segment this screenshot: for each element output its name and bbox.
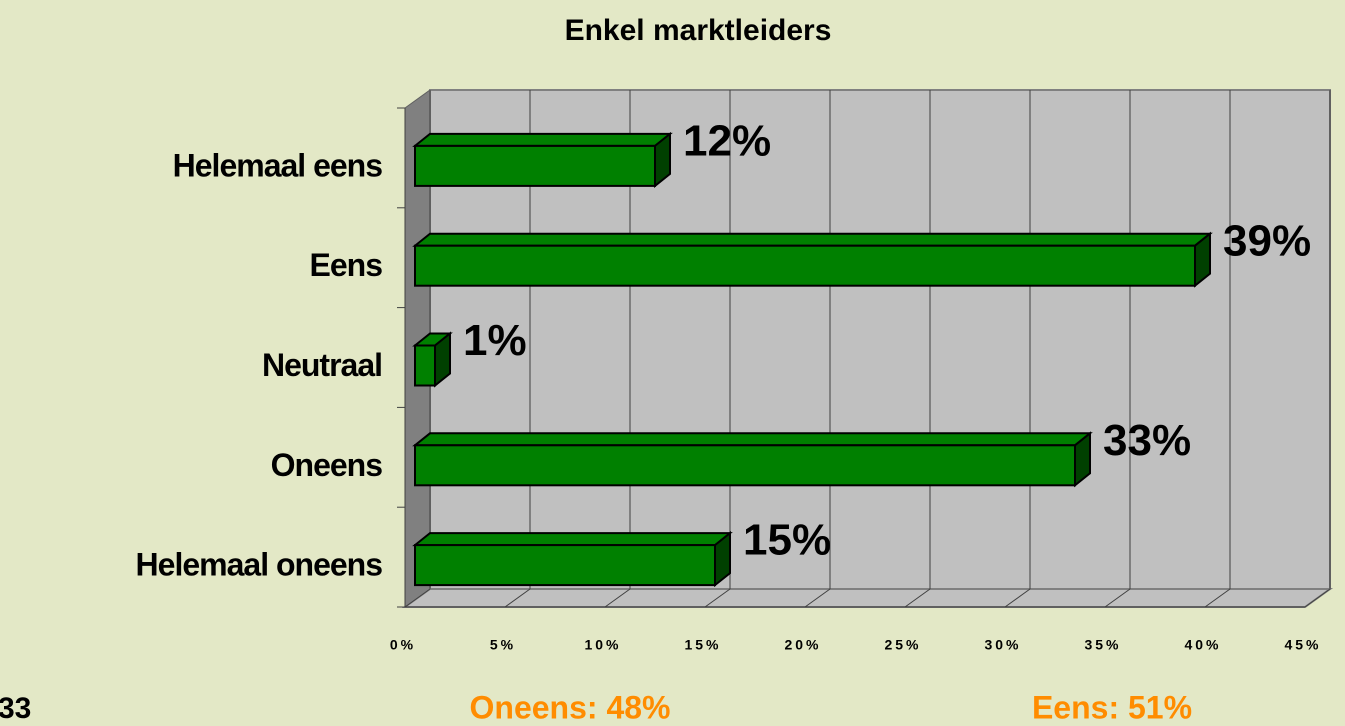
annotation: Oneens: 48%: [470, 689, 671, 725]
chart-title: Enkel marktleiders: [565, 14, 832, 47]
x-tick-label: 30%: [984, 637, 1021, 653]
grid-line: [404, 588, 431, 608]
x-tick-label: 0%: [390, 637, 416, 653]
x-tick-label: 35%: [1084, 637, 1121, 653]
bar-top: [412, 232, 1213, 247]
y-tick-label: Eens: [310, 247, 383, 283]
bar-top: [412, 532, 733, 547]
bar-top: [412, 432, 1093, 447]
bar: [414, 244, 1196, 287]
grid-line: [1004, 588, 1031, 608]
bar: [414, 544, 716, 587]
grid-line: [504, 588, 531, 608]
floor: [401, 588, 1334, 608]
data-label: 12%: [683, 117, 771, 166]
grid-line: [704, 588, 731, 608]
y-tick-label: Helemaal eens: [173, 147, 383, 183]
x-tick-label: 15%: [684, 637, 721, 653]
x-tick-label: 45%: [1284, 637, 1321, 653]
grid-line: [1204, 588, 1231, 608]
bar: [414, 144, 656, 187]
bar: [414, 344, 436, 387]
bar: [414, 444, 1076, 487]
x-tick-label: 25%: [884, 637, 921, 653]
y-tick-label: Oneens: [271, 447, 383, 483]
x-tick-label: 40%: [1184, 637, 1221, 653]
data-label: 1%: [463, 316, 527, 365]
y-tick-label: Helemaal oneens: [136, 547, 383, 583]
y-tick-label: Neutraal: [262, 347, 382, 383]
grid-line: [604, 588, 631, 608]
x-tick-label: 10%: [584, 637, 621, 653]
bar-top: [412, 132, 673, 147]
annotation: Eens: 51%: [1032, 689, 1192, 725]
grid-line: [904, 588, 931, 608]
grid-line: [1304, 588, 1331, 608]
x-tick-label: 20%: [784, 637, 821, 653]
grid-line: [1104, 588, 1131, 608]
data-label: 33%: [1103, 416, 1191, 465]
page-number: 33: [0, 692, 31, 725]
data-label: 15%: [743, 516, 831, 565]
data-label: 39%: [1223, 216, 1311, 265]
x-tick-label: 5%: [490, 637, 516, 653]
grid-line: [804, 588, 831, 608]
